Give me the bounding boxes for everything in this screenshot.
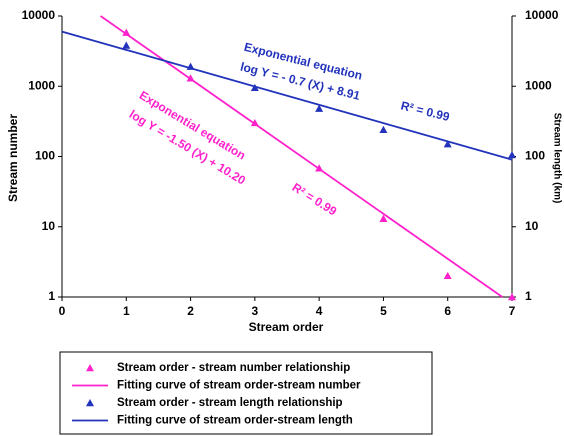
y-tick-label: 100	[35, 149, 55, 163]
y2-tick-label: 1000	[525, 78, 552, 92]
legend-label: Fitting curve of stream order-stream num…	[117, 380, 361, 392]
fit-line	[61, 30, 513, 161]
data-point	[508, 151, 516, 159]
data-point	[122, 41, 131, 49]
data-point	[122, 28, 131, 36]
data-point	[508, 293, 516, 301]
y2-tick-label: 100	[525, 149, 545, 163]
x-tick-label: 6	[444, 304, 451, 318]
data-point	[443, 140, 452, 148]
legend-marker	[86, 364, 94, 372]
legend: Stream order - stream number relationshi…	[72, 362, 361, 427]
x-tick-label: 0	[59, 304, 66, 318]
x-axis-title: Stream order	[249, 320, 324, 334]
y-tick-label: 1000	[28, 78, 55, 92]
data-point	[379, 214, 388, 222]
data-point	[379, 125, 388, 133]
fit-line	[100, 15, 503, 298]
y-axis-title: Stream number	[6, 114, 20, 202]
y-tick-label: 1	[48, 289, 55, 303]
y-tick-label: 10000	[22, 8, 56, 22]
legend-marker	[86, 399, 94, 407]
legend-label: Stream order - stream length relationshi…	[117, 397, 343, 409]
y2-tick-label: 10000	[525, 8, 559, 22]
x-tick-label: 4	[316, 304, 323, 318]
legend-box	[59, 351, 433, 435]
y-tick-label: 10	[42, 219, 56, 233]
annotation: R² = 0.99	[399, 98, 451, 124]
annotation: R² = 0.99	[290, 180, 340, 218]
data-point	[443, 271, 452, 280]
data-point	[315, 104, 324, 112]
y2-tick-label: 10	[525, 219, 539, 233]
x-tick-label: 5	[380, 304, 387, 318]
legend-label: Stream order - stream number relationshi…	[117, 362, 350, 374]
y2-axis-title: Stream length (km)	[551, 113, 562, 204]
x-tick-label: 7	[509, 304, 516, 318]
legend-label: Fitting curve of stream order-stream len…	[117, 415, 353, 427]
x-tick-label: 3	[252, 304, 259, 318]
x-tick-label: 2	[187, 304, 194, 318]
y2-tick-label: 1	[525, 289, 532, 303]
x-tick-label: 1	[123, 304, 130, 318]
